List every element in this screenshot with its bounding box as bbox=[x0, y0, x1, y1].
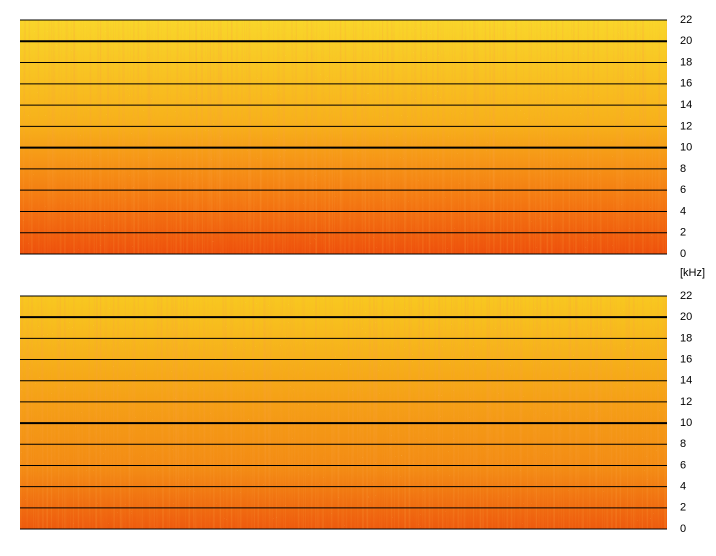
y-tick-label: 10 bbox=[680, 417, 692, 429]
y-tick-label: 20 bbox=[680, 35, 692, 47]
y-tick-label: 22 bbox=[680, 290, 692, 302]
y-tick-label: 16 bbox=[680, 353, 692, 365]
y-axis-label: [kHz] bbox=[680, 267, 705, 279]
y-tick-label: 8 bbox=[680, 163, 686, 175]
spectrogram-speckle bbox=[20, 296, 667, 529]
y-tick-label: 18 bbox=[680, 332, 692, 344]
y-tick-label: 14 bbox=[680, 99, 692, 111]
y-tick-label: 2 bbox=[680, 227, 686, 239]
y-tick-label: 2 bbox=[680, 502, 686, 514]
y-tick-label: 0 bbox=[680, 248, 686, 260]
panels: 0 2 4 6 8 10 12 14 16 18 20 22 [kHz] 0 2 4 6 8 10 12 14 16 18 2… bbox=[20, 14, 705, 535]
y-tick-label: 6 bbox=[680, 184, 686, 196]
y-tick-label: 14 bbox=[680, 375, 692, 387]
y-tick-label: 16 bbox=[680, 78, 692, 90]
y-tick-label: 0 bbox=[680, 523, 686, 535]
y-tick-label: 4 bbox=[680, 205, 686, 217]
y-tick-label: 4 bbox=[680, 481, 686, 493]
y-tick-label: 12 bbox=[680, 396, 692, 408]
y-tick-label: 20 bbox=[680, 311, 692, 323]
y-tick-label: 18 bbox=[680, 56, 692, 68]
spectrogram-speckle bbox=[20, 20, 667, 254]
y-tick-label: 12 bbox=[680, 120, 692, 132]
y-tick-label: 10 bbox=[680, 142, 692, 154]
y-tick-label: 6 bbox=[680, 459, 686, 471]
y-tick-label: 22 bbox=[680, 14, 692, 26]
y-tick-label: 8 bbox=[680, 438, 686, 450]
